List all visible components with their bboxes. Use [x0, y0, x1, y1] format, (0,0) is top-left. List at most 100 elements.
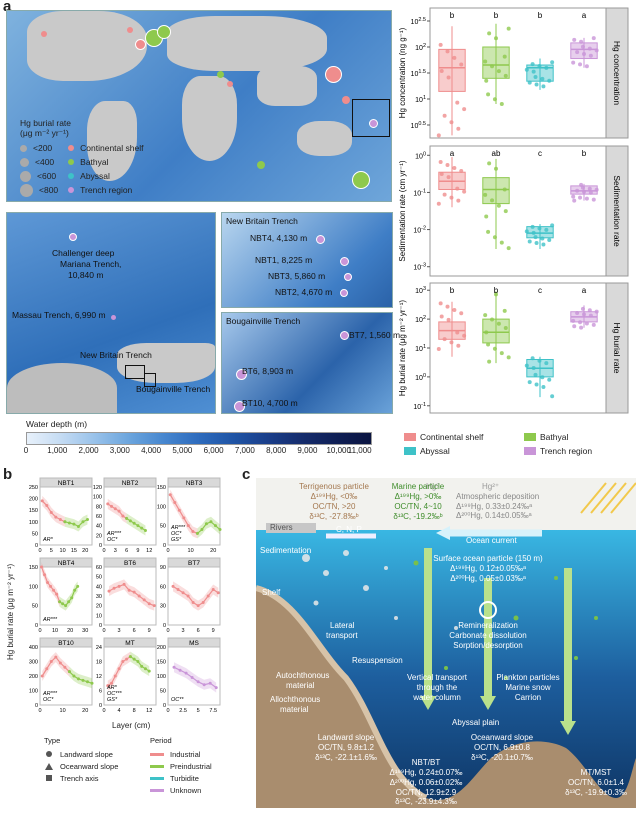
subplot-xtick: 9: [136, 548, 139, 554]
jitter-point: [531, 69, 536, 74]
subplot-point: [76, 584, 80, 588]
jitter-point: [582, 312, 586, 317]
subplot-band: [69, 666, 92, 689]
atm-l1: Δ¹⁹⁹Hg, 0.33±0.24‰ᵃ: [456, 502, 533, 511]
subplot-point: [54, 655, 58, 659]
bt-inset-title: Bougainville Trench: [226, 316, 301, 326]
jitter-point: [572, 198, 577, 203]
subplot-point: [63, 665, 67, 669]
subplot-ytick: 0: [99, 543, 102, 549]
facet-strip: [605, 145, 629, 277]
subplot-point: [40, 499, 44, 503]
jitter-point: [550, 223, 555, 228]
transport-label: transport: [326, 631, 358, 640]
subplot-title: NBT4: [58, 560, 75, 567]
sig-letter: a: [450, 149, 455, 158]
jitter-point: [544, 65, 549, 70]
marine-l2: OC/TN, 4~10: [394, 502, 442, 511]
cb-tick: 11,000: [347, 446, 372, 455]
subplot-point: [67, 521, 71, 525]
subplot-stat: AR***: [42, 617, 58, 623]
jitter-point: [580, 44, 585, 49]
jitter-point: [571, 60, 576, 65]
jitter-point: [442, 192, 447, 197]
jitter-point: [445, 163, 450, 168]
oceanward-title: Oceanward slope: [470, 733, 534, 742]
subplot-point: [64, 604, 68, 608]
subplot-ytick: 150: [157, 660, 166, 666]
subplot-ytick: 0: [35, 623, 38, 629]
subplot-point: [182, 516, 186, 520]
jitter-point: [530, 356, 535, 361]
b-legend-period: Period Industrial Preindustrial Turbidit…: [150, 736, 212, 796]
jitter-point: [540, 236, 545, 241]
jitter-point: [575, 310, 580, 315]
jitter-point: [537, 226, 542, 231]
subplot-ytick: 50: [160, 524, 166, 530]
sig-letter: a: [582, 11, 587, 20]
subplot-ytick: 400: [29, 645, 38, 651]
sig-letter: c: [538, 149, 542, 158]
subplot-ytick: 40: [96, 524, 102, 530]
jitter-point: [484, 214, 489, 219]
subplot-xtick: 6: [133, 628, 136, 634]
massau-label: Massau Trench, 6,990 m: [12, 310, 106, 320]
jitter-point: [449, 195, 454, 200]
facet-label: Hg concentration: [612, 41, 622, 106]
subplot-frame: [103, 486, 157, 546]
subplot-ytick: 40: [96, 584, 102, 590]
subplot-stat: OC*: [107, 537, 118, 543]
jitter-point: [503, 326, 508, 331]
jitter-point: [459, 169, 464, 174]
jitter-point: [494, 166, 498, 171]
subplot-point: [142, 598, 146, 602]
jitter-point: [452, 307, 457, 312]
subplot-point: [49, 660, 53, 663]
subplot-point: [113, 674, 117, 678]
plankton-2: Marine snow: [505, 683, 551, 692]
sig-letter: b: [538, 11, 543, 20]
autoch-material: material: [286, 681, 315, 690]
jitter-point: [531, 230, 536, 235]
jitter-point: [462, 107, 467, 112]
jitter-point: [446, 175, 451, 180]
jitter-point: [446, 75, 451, 80]
jitter-point: [540, 375, 545, 380]
mt-l2: δ¹³C, -19.9±0.3‰: [565, 788, 627, 797]
jitter-point: [572, 37, 577, 42]
new-britain-label: New Britain Trench: [80, 350, 152, 360]
subplot-point: [73, 588, 77, 592]
nbt-title: NBT/BT: [411, 758, 441, 767]
subplot-title: NBT2: [122, 480, 139, 487]
sig-letter: b: [582, 149, 587, 158]
subplot-xtick: 10: [60, 548, 66, 554]
subplot-point: [106, 684, 110, 688]
subplot-point: [106, 502, 110, 506]
subplot-point: [58, 517, 62, 521]
subplot-point: [122, 582, 126, 586]
jitter-point: [591, 197, 596, 202]
subplot-line: [108, 583, 155, 607]
subplot-xtick: 20: [82, 548, 88, 554]
subplot-point: [211, 588, 215, 592]
jitter-point: [506, 246, 511, 251]
subplot-stat: AR***: [106, 531, 122, 537]
sig-letter: b: [494, 11, 499, 20]
subplot-xtick: 3: [118, 628, 121, 634]
subplot-xtick: 15: [71, 548, 77, 554]
subplot-point: [107, 589, 111, 593]
jitter-point: [541, 84, 546, 89]
subplot-point: [186, 594, 190, 598]
subplot-stat: OC*: [171, 531, 182, 537]
subplot-stat: OC*: [43, 697, 54, 703]
y-tick-label: 101: [415, 344, 426, 353]
class-continental: Continental shelf: [80, 143, 144, 153]
cb-tick: 3,000: [109, 446, 130, 455]
subplot-point: [125, 516, 129, 520]
jitter-point: [506, 26, 511, 31]
subplot-point: [173, 500, 177, 504]
jitter-point: [502, 187, 507, 192]
jitter-point: [490, 198, 495, 203]
subplot-xtick: 20: [67, 628, 73, 634]
subplot-xtick: 0: [102, 708, 105, 714]
